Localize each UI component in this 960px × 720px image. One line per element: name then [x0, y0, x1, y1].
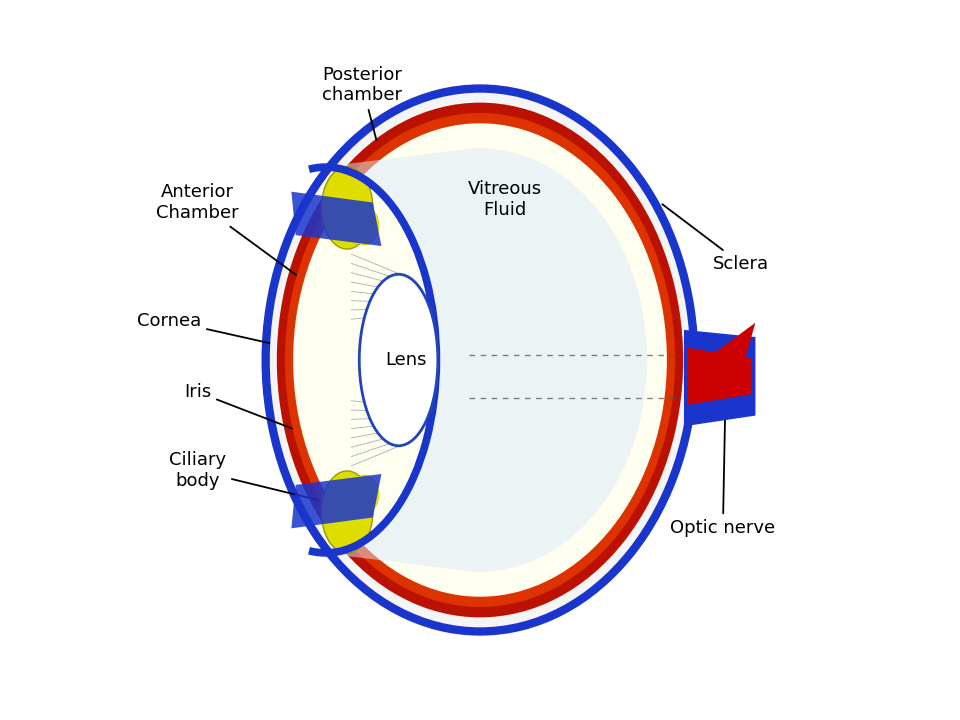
Text: Optic nerve: Optic nerve	[670, 400, 776, 537]
Ellipse shape	[266, 89, 694, 631]
Polygon shape	[687, 348, 752, 405]
Ellipse shape	[322, 167, 372, 249]
Polygon shape	[687, 323, 756, 373]
Text: Choroid: Choroid	[413, 519, 510, 570]
Ellipse shape	[322, 471, 372, 553]
Ellipse shape	[359, 274, 438, 446]
Text: Ciliary
body: Ciliary body	[169, 451, 343, 506]
Ellipse shape	[350, 206, 379, 246]
Polygon shape	[319, 148, 647, 572]
Ellipse shape	[276, 103, 684, 617]
Text: Optic disk: Optic disk	[539, 396, 670, 426]
Polygon shape	[684, 330, 756, 426]
Text: Retina: Retina	[519, 462, 589, 521]
Text: Vitreous
Fluid: Vitreous Fluid	[468, 180, 542, 219]
Polygon shape	[292, 474, 381, 528]
Polygon shape	[292, 192, 381, 246]
Text: Anterior
Chamber: Anterior Chamber	[156, 184, 306, 282]
Text: Cornea: Cornea	[137, 312, 270, 343]
Text: Lens: Lens	[385, 351, 426, 369]
Text: Posterior
chamber: Posterior chamber	[323, 66, 402, 140]
Text: Macula: Macula	[588, 333, 652, 352]
Ellipse shape	[293, 123, 667, 597]
Text: Sclera: Sclera	[662, 204, 769, 273]
Ellipse shape	[350, 474, 379, 514]
Ellipse shape	[285, 113, 675, 607]
Text: Iris: Iris	[184, 383, 324, 441]
